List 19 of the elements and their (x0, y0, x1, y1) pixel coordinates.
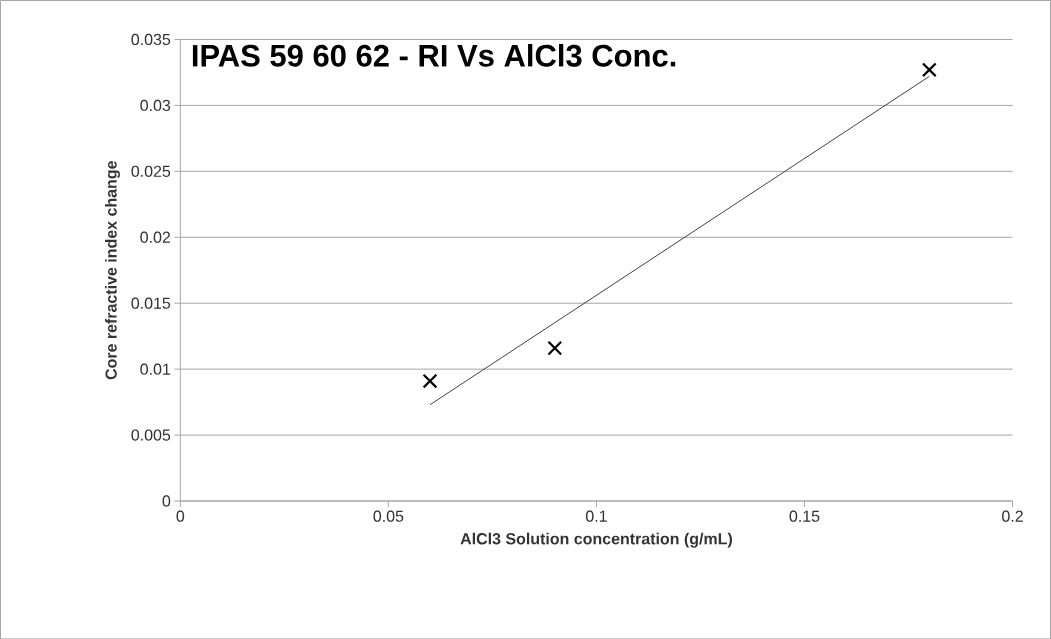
y-tick-label: 0.01 (140, 363, 171, 375)
y-tick-label: 0.025 (131, 165, 171, 177)
y-tick-label: 0.005 (131, 429, 171, 441)
y-tick-label: 0.02 (140, 231, 171, 243)
point (422, 373, 438, 389)
x-tick-label: 0.1 (585, 510, 607, 522)
point (921, 62, 937, 78)
x-axis-title: AlCl3 Solution concentration (g/mL) (460, 532, 732, 548)
chart-title: IPAS 59 60 62 - RI Vs AlCl3 Conc. (192, 43, 676, 67)
x-tick-label: 0.05 (373, 510, 404, 522)
y-tick-label: 0.03 (140, 99, 171, 111)
y-tick-label: 0.035 (131, 33, 171, 45)
x-tick-label: 0.15 (789, 510, 820, 522)
x-tick-label: 0.2 (1002, 510, 1023, 522)
point (547, 340, 563, 356)
y-tick-label: 0.015 (131, 297, 171, 309)
x-tick-label: 0 (176, 510, 185, 522)
y-tick-label: 0 (162, 495, 171, 507)
y-axis-title: Core refractive index change (105, 160, 120, 380)
